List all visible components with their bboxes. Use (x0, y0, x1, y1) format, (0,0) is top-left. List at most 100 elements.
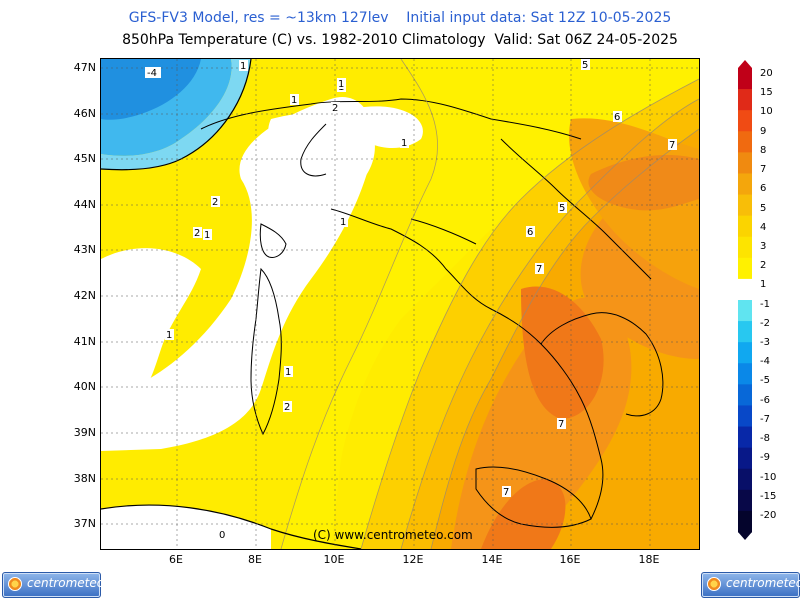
temperature-colorbar (738, 60, 752, 540)
colorbar-swatch (738, 405, 752, 428)
anomaly-field-7-east (588, 154, 699, 211)
contour-label: 2 (332, 103, 338, 114)
colorbar-label: 20 (760, 68, 773, 79)
colorbar-label: 3 (760, 240, 767, 252)
anomaly-field-7-south (521, 286, 604, 419)
contour-label: 1 (340, 217, 346, 228)
colorbar-swatch (738, 236, 752, 259)
contour-label: 2 (212, 197, 218, 208)
colorbar-label: -2 (760, 317, 770, 329)
contour-label: 1 (240, 61, 246, 72)
logo-text: centrometeo (27, 576, 105, 590)
colorbar-swatch (738, 447, 752, 470)
contour-label: 5 (559, 203, 565, 214)
centrometeo-logo-left[interactable]: centrometeo (2, 572, 105, 598)
colorbar-swatch (738, 89, 752, 111)
colorbar-label: -4 (760, 356, 770, 368)
colorbar-swatch (738, 131, 752, 153)
logo-icon (707, 577, 721, 591)
lon-label: 16E (559, 553, 581, 566)
logo-text: centrometeo (726, 576, 800, 590)
contour-label: 2 (284, 402, 290, 413)
colorbar-label: 1 (760, 279, 767, 291)
lat-label: 39N (73, 426, 96, 439)
colorbar-label: -7 (760, 413, 770, 425)
lat-label: 41N (73, 335, 96, 348)
anomaly-field-7-sicily (481, 479, 566, 549)
colorbar-swatches (738, 60, 752, 540)
lat-label: 46N (73, 107, 96, 120)
colorbar-label: 7 (760, 164, 767, 176)
model-title: GFS-FV3 Model, res = ~13km 127lev Initia… (128, 10, 672, 26)
map-subtitle: 850hPa Temperature (C) vs. 1982-2010 Cli… (122, 32, 678, 48)
colorbar-swatch (738, 321, 752, 343)
contour-label: 1 (166, 330, 172, 341)
graticule (101, 59, 699, 549)
colorbar-swatch (738, 68, 752, 90)
colorbar-label: -3 (760, 337, 770, 349)
colorbar-label: -9 (760, 452, 770, 464)
colorbar-swatch (738, 342, 752, 364)
contour-label: 1 (338, 79, 344, 90)
contour-label: 7 (558, 419, 564, 430)
map-canvas: -4 1 1 2 1 1 2 2 1 1 1 1 1 2 5 6 7 5 6 7… (101, 59, 699, 549)
colorbar-label: -6 (760, 394, 770, 406)
colorbar-swatch (738, 215, 752, 238)
colorbar-label: 8 (760, 144, 767, 156)
centrometeo-logo-right[interactable]: centrometeo (701, 572, 800, 598)
colorbar-label: 6 (760, 183, 767, 195)
colorbar-label: -15 (760, 490, 777, 502)
logo-icon (8, 577, 22, 591)
colorbar-arrow-top (738, 60, 752, 68)
contour-label: 7 (503, 487, 509, 498)
lat-label: 38N (73, 472, 96, 485)
colorbar-arrow-bottom (738, 532, 752, 540)
lon-label: 14E (481, 553, 503, 566)
colorbar-swatch (738, 426, 752, 449)
lat-label: 47N (73, 61, 96, 74)
colorbar-label: -8 (760, 433, 770, 445)
contour-label: 0 (219, 530, 225, 541)
colorbar-label: -1 (760, 298, 770, 310)
colorbar-label: 2 (760, 260, 767, 272)
contour-label-group: -4 1 1 2 1 1 2 2 1 1 1 1 1 2 5 6 7 5 6 7… (145, 59, 677, 541)
contour-label: 6 (614, 112, 620, 123)
colorbar-label: -10 (760, 471, 777, 483)
colorbar-swatch (738, 489, 752, 512)
lat-label: 42N (73, 289, 96, 302)
colorbar-swatch (738, 300, 752, 322)
contour-label: 2 (194, 228, 200, 239)
lat-label: 45N (73, 152, 96, 165)
lat-label: 40N (73, 380, 96, 393)
lat-label: 37N (73, 517, 96, 530)
colorbar-swatch (738, 278, 752, 301)
contour-label: 1 (291, 95, 297, 106)
coastlines (200, 98, 664, 528)
contour-label: 1 (401, 138, 407, 149)
colorbar-swatch (738, 384, 752, 406)
colorbar-swatch (738, 257, 752, 280)
anomaly-field-white-alps (268, 112, 375, 193)
contour-lines (280, 59, 699, 549)
anomaly-field-white-west (101, 248, 201, 405)
colorbar-label: -20 (760, 510, 777, 521)
contour-label: 6 (527, 227, 533, 238)
colorbar-swatch (738, 194, 752, 217)
lat-label: 44N (73, 198, 96, 211)
contour-label: -4 (147, 68, 157, 79)
colorbar-swatch (738, 468, 752, 491)
colorbar-label: 5 (760, 202, 767, 214)
lon-label: 8E (248, 553, 262, 566)
colorbar-swatch (738, 510, 752, 533)
contour-label: 1 (285, 367, 291, 378)
lon-label: 10E (323, 553, 345, 566)
colorbar-swatch (738, 152, 752, 174)
contour-label: 1 (204, 230, 210, 241)
colorbar-swatch (738, 110, 752, 132)
lon-label: 18E (638, 553, 660, 566)
colorbar-swatch (738, 173, 752, 196)
contour-label: 7 (536, 264, 542, 275)
anomaly-field-colder (101, 59, 201, 120)
anomaly-field-cool (101, 59, 251, 170)
colorbar-label: -5 (760, 375, 770, 387)
